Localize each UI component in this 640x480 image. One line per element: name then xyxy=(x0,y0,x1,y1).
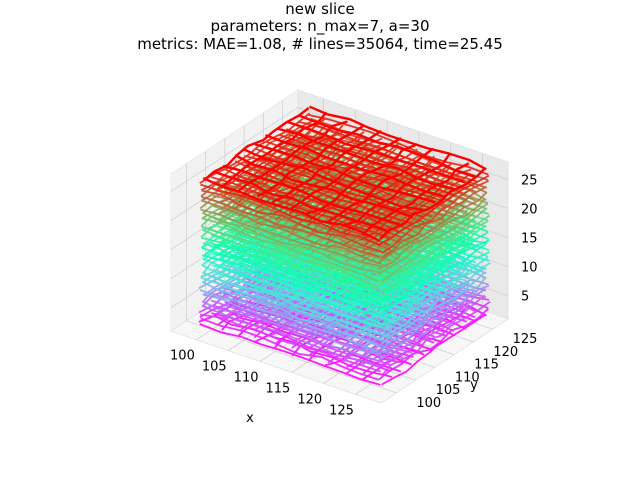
layer-line xyxy=(201,225,380,289)
layer-line xyxy=(378,231,489,304)
layer-line xyxy=(203,106,310,181)
layer-line xyxy=(381,262,491,335)
layer-line xyxy=(298,114,477,179)
chart-title-line-3: metrics: MAE=1.08, # lines=35064, time=2… xyxy=(137,35,503,53)
layer-line xyxy=(306,143,418,215)
layer-line xyxy=(378,307,490,381)
layer-line xyxy=(328,155,435,230)
layer-line xyxy=(202,242,380,304)
layer-line xyxy=(254,143,436,204)
layer-line xyxy=(201,228,382,291)
y-tick-label: 120 xyxy=(493,345,518,360)
layer-line xyxy=(377,287,486,362)
x-tick-label: 100 xyxy=(170,349,195,364)
layer-line xyxy=(201,211,382,274)
layer-line xyxy=(277,127,455,191)
layer-line xyxy=(326,147,434,224)
layer-line xyxy=(379,224,487,299)
layer-line xyxy=(341,153,451,228)
y-tick-label: 100 xyxy=(416,396,441,411)
layer-line xyxy=(201,196,381,258)
data-layers xyxy=(198,105,491,386)
layer-line xyxy=(200,317,380,381)
layer-line xyxy=(378,256,489,327)
y-tick-label: 115 xyxy=(474,358,499,373)
layer-line xyxy=(201,304,382,368)
layer-line xyxy=(202,293,381,356)
y-tick-label: 105 xyxy=(436,383,461,398)
layer-line xyxy=(201,217,380,283)
z-tick-label: 5 xyxy=(521,290,529,305)
layer-line xyxy=(381,300,491,376)
layer-line xyxy=(381,251,491,325)
layer-line xyxy=(381,313,487,386)
layer-line xyxy=(201,236,381,299)
layer-line xyxy=(202,254,380,316)
layer-line xyxy=(306,155,419,227)
layer-line xyxy=(379,266,487,341)
layer-26 xyxy=(202,105,487,242)
layer-line xyxy=(213,257,392,321)
x-tick-label: 125 xyxy=(329,403,354,418)
layer-line xyxy=(377,294,486,368)
layer-line xyxy=(377,239,490,311)
x-axis-label: x xyxy=(246,411,254,426)
y-gridline xyxy=(185,163,397,394)
layer-line xyxy=(376,284,490,355)
layer-line xyxy=(381,186,487,259)
layer-line xyxy=(341,166,452,239)
layer-line xyxy=(361,162,470,236)
layer-line xyxy=(277,145,455,210)
layer-line xyxy=(200,208,382,268)
x-tick-label: 120 xyxy=(297,392,322,407)
layer-line xyxy=(201,189,382,253)
layer-line xyxy=(288,142,400,215)
y-tick-label: 125 xyxy=(513,332,538,347)
layer-line xyxy=(285,128,467,190)
layer-line xyxy=(326,160,433,234)
layer-line xyxy=(379,219,489,294)
layer-line xyxy=(219,148,329,221)
z-gridline xyxy=(170,107,509,192)
layer-line xyxy=(201,280,380,348)
layer-line xyxy=(199,323,381,386)
layer-line xyxy=(307,113,489,176)
layer-line xyxy=(381,207,488,282)
layer-line xyxy=(265,134,446,198)
z-tick-label: 10 xyxy=(521,261,538,276)
layer-line xyxy=(380,276,487,351)
layer-line xyxy=(377,174,490,247)
layer-line xyxy=(378,202,489,275)
layer-line xyxy=(199,289,379,354)
y-tick-label: 110 xyxy=(455,370,480,385)
x-tick-label: 115 xyxy=(265,381,290,396)
y-axis-label: y xyxy=(470,378,478,393)
z-tick-label: 15 xyxy=(521,232,538,247)
layer-line xyxy=(308,105,487,171)
chart-title-line-1: new slice xyxy=(285,0,355,18)
layer-line xyxy=(378,197,486,270)
chart-title-line-2: parameters: n_max=7, a=30 xyxy=(210,17,430,35)
layer-line xyxy=(381,180,490,254)
layer-line xyxy=(286,120,465,184)
layer-line xyxy=(378,191,488,263)
layer-line xyxy=(201,199,382,265)
x-tick-label: 105 xyxy=(202,360,227,375)
x-tick-label: 110 xyxy=(234,371,259,386)
layer-line xyxy=(381,271,487,345)
z-tick-label: 25 xyxy=(521,173,538,188)
layer-line xyxy=(378,214,491,287)
z-tick-label: 20 xyxy=(521,203,538,218)
layer-line xyxy=(202,271,380,335)
layer-line xyxy=(222,164,404,227)
layer-line xyxy=(200,183,381,247)
layer-line xyxy=(199,313,382,373)
layer-line xyxy=(379,166,487,240)
layer-line xyxy=(201,264,380,327)
